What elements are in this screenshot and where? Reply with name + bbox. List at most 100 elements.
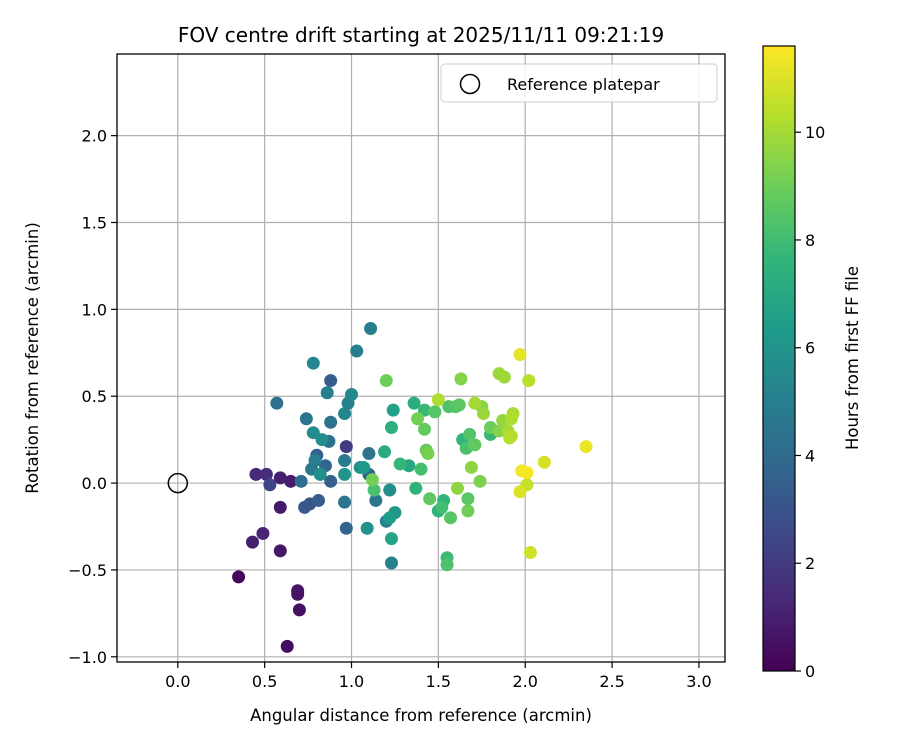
scatter-point [435,500,449,514]
scatter-point [384,420,398,434]
scatter-point [463,427,477,441]
scatter-point [504,429,518,443]
scatter-point [386,403,400,417]
scatter-point [270,396,284,410]
scatter-point [452,398,466,412]
scatter-point [379,374,393,388]
y-axis-label: Rotation from reference (arcmin) [23,222,42,494]
y-tick-label: −0.5 [68,561,107,580]
reference-point-marker [167,472,189,494]
colorbar-tick-label: 6 [805,339,815,358]
y-tick-label: 0.0 [82,474,107,493]
scatter-point [273,500,287,514]
scatter-point [324,374,338,388]
scatter-point [417,422,431,436]
legend-marker-reference [459,73,481,95]
scatter-point [407,396,421,410]
scatter-point [232,570,246,584]
scatter-point [292,603,306,617]
x-axis-label: Angular distance from reference (arcmin) [250,706,592,725]
scatter-point [440,558,454,572]
legend-box [440,63,718,103]
reference-layer [167,472,189,494]
y-tick-label: 1.5 [82,214,107,233]
scatter-point [513,348,527,362]
scatter-point [378,445,392,459]
legend-label-reference: Reference platepar [507,75,660,94]
scatter-point [338,467,352,481]
colorbar-tick-label: 10 [805,123,825,142]
scatter-point [468,396,482,410]
scatter-point [409,481,423,495]
x-tick-label: 0.0 [165,672,190,691]
scatter-point [450,481,464,495]
plot-background [117,54,725,662]
scatter-point [306,356,320,370]
scatter-point [249,467,263,481]
y-axis-ticks: −1.0 −0.5 0.0 0.5 1.0 1.5 2.0 [68,127,117,667]
scatter-point [367,483,381,497]
colorbar-ticks: 0 2 4 6 8 10 [795,123,825,681]
colorbar-tick-label: 2 [805,554,815,573]
colorbar-tick-label: 4 [805,446,815,465]
scatter-point [245,535,259,549]
scatter-point [338,407,352,421]
plot-area: 0.0 0.5 1.0 1.5 2.0 2.5 3.0 −1.0 −0.5 0.0 0.5 1.0 1… [68,53,726,691]
scatter-point [423,492,437,506]
scatter-point [384,532,398,546]
scatter-point [383,511,397,525]
scatter-point [350,344,364,358]
x-tick-label: 0.5 [252,672,277,691]
scatter-point [320,386,334,400]
scatter-point [360,521,374,535]
scatter-point [431,393,445,407]
scatter-point [306,426,320,440]
scatter-point [299,412,313,426]
scatter-point [428,405,442,419]
scatter-point [421,447,435,461]
scatter-point [315,433,329,447]
x-tick-label: 2.0 [513,672,538,691]
scatter-points [232,321,593,653]
scatter-point [364,321,378,335]
scatter-point [345,387,359,401]
x-tick-label: 1.5 [426,672,451,691]
scatter-point [339,440,353,454]
scatter-point [338,495,352,509]
scatter-point [294,474,308,488]
colorbar-label: Hours from first FF file [843,266,862,450]
scatter-point [461,492,475,506]
scatter-point [273,471,287,485]
scatter-point [280,639,294,653]
gridlines [117,54,725,662]
scatter-point [477,407,491,421]
scatter-point [362,447,376,461]
scatter-point [468,438,482,452]
scatter-point [411,412,425,426]
scatter-point [357,460,371,474]
scatter-point [504,412,518,426]
scatter-point [259,467,273,481]
scatter-point [324,474,338,488]
scatter-point [338,453,352,467]
scatter-point [464,460,478,474]
scatter-point [444,511,458,525]
colorbar-tick-label: 8 [805,231,815,250]
scatter-point [414,462,428,476]
colorbar-tick-label: 0 [805,662,815,681]
plot-frame [116,53,726,663]
scatter-point [313,467,327,481]
scatter-point [291,587,305,601]
scatter-point [513,485,527,499]
x-tick-label: 3.0 [686,672,711,691]
y-tick-label: 1.0 [82,300,107,319]
scatter-point [461,504,475,518]
scatter-point [308,453,322,467]
scatter-point [298,500,312,514]
scatter-point [537,455,551,469]
scatter-point [523,546,537,560]
scatter-point [365,473,379,487]
scatter-point [417,403,431,417]
scatter-point [256,526,270,540]
scatter-point [520,466,534,480]
